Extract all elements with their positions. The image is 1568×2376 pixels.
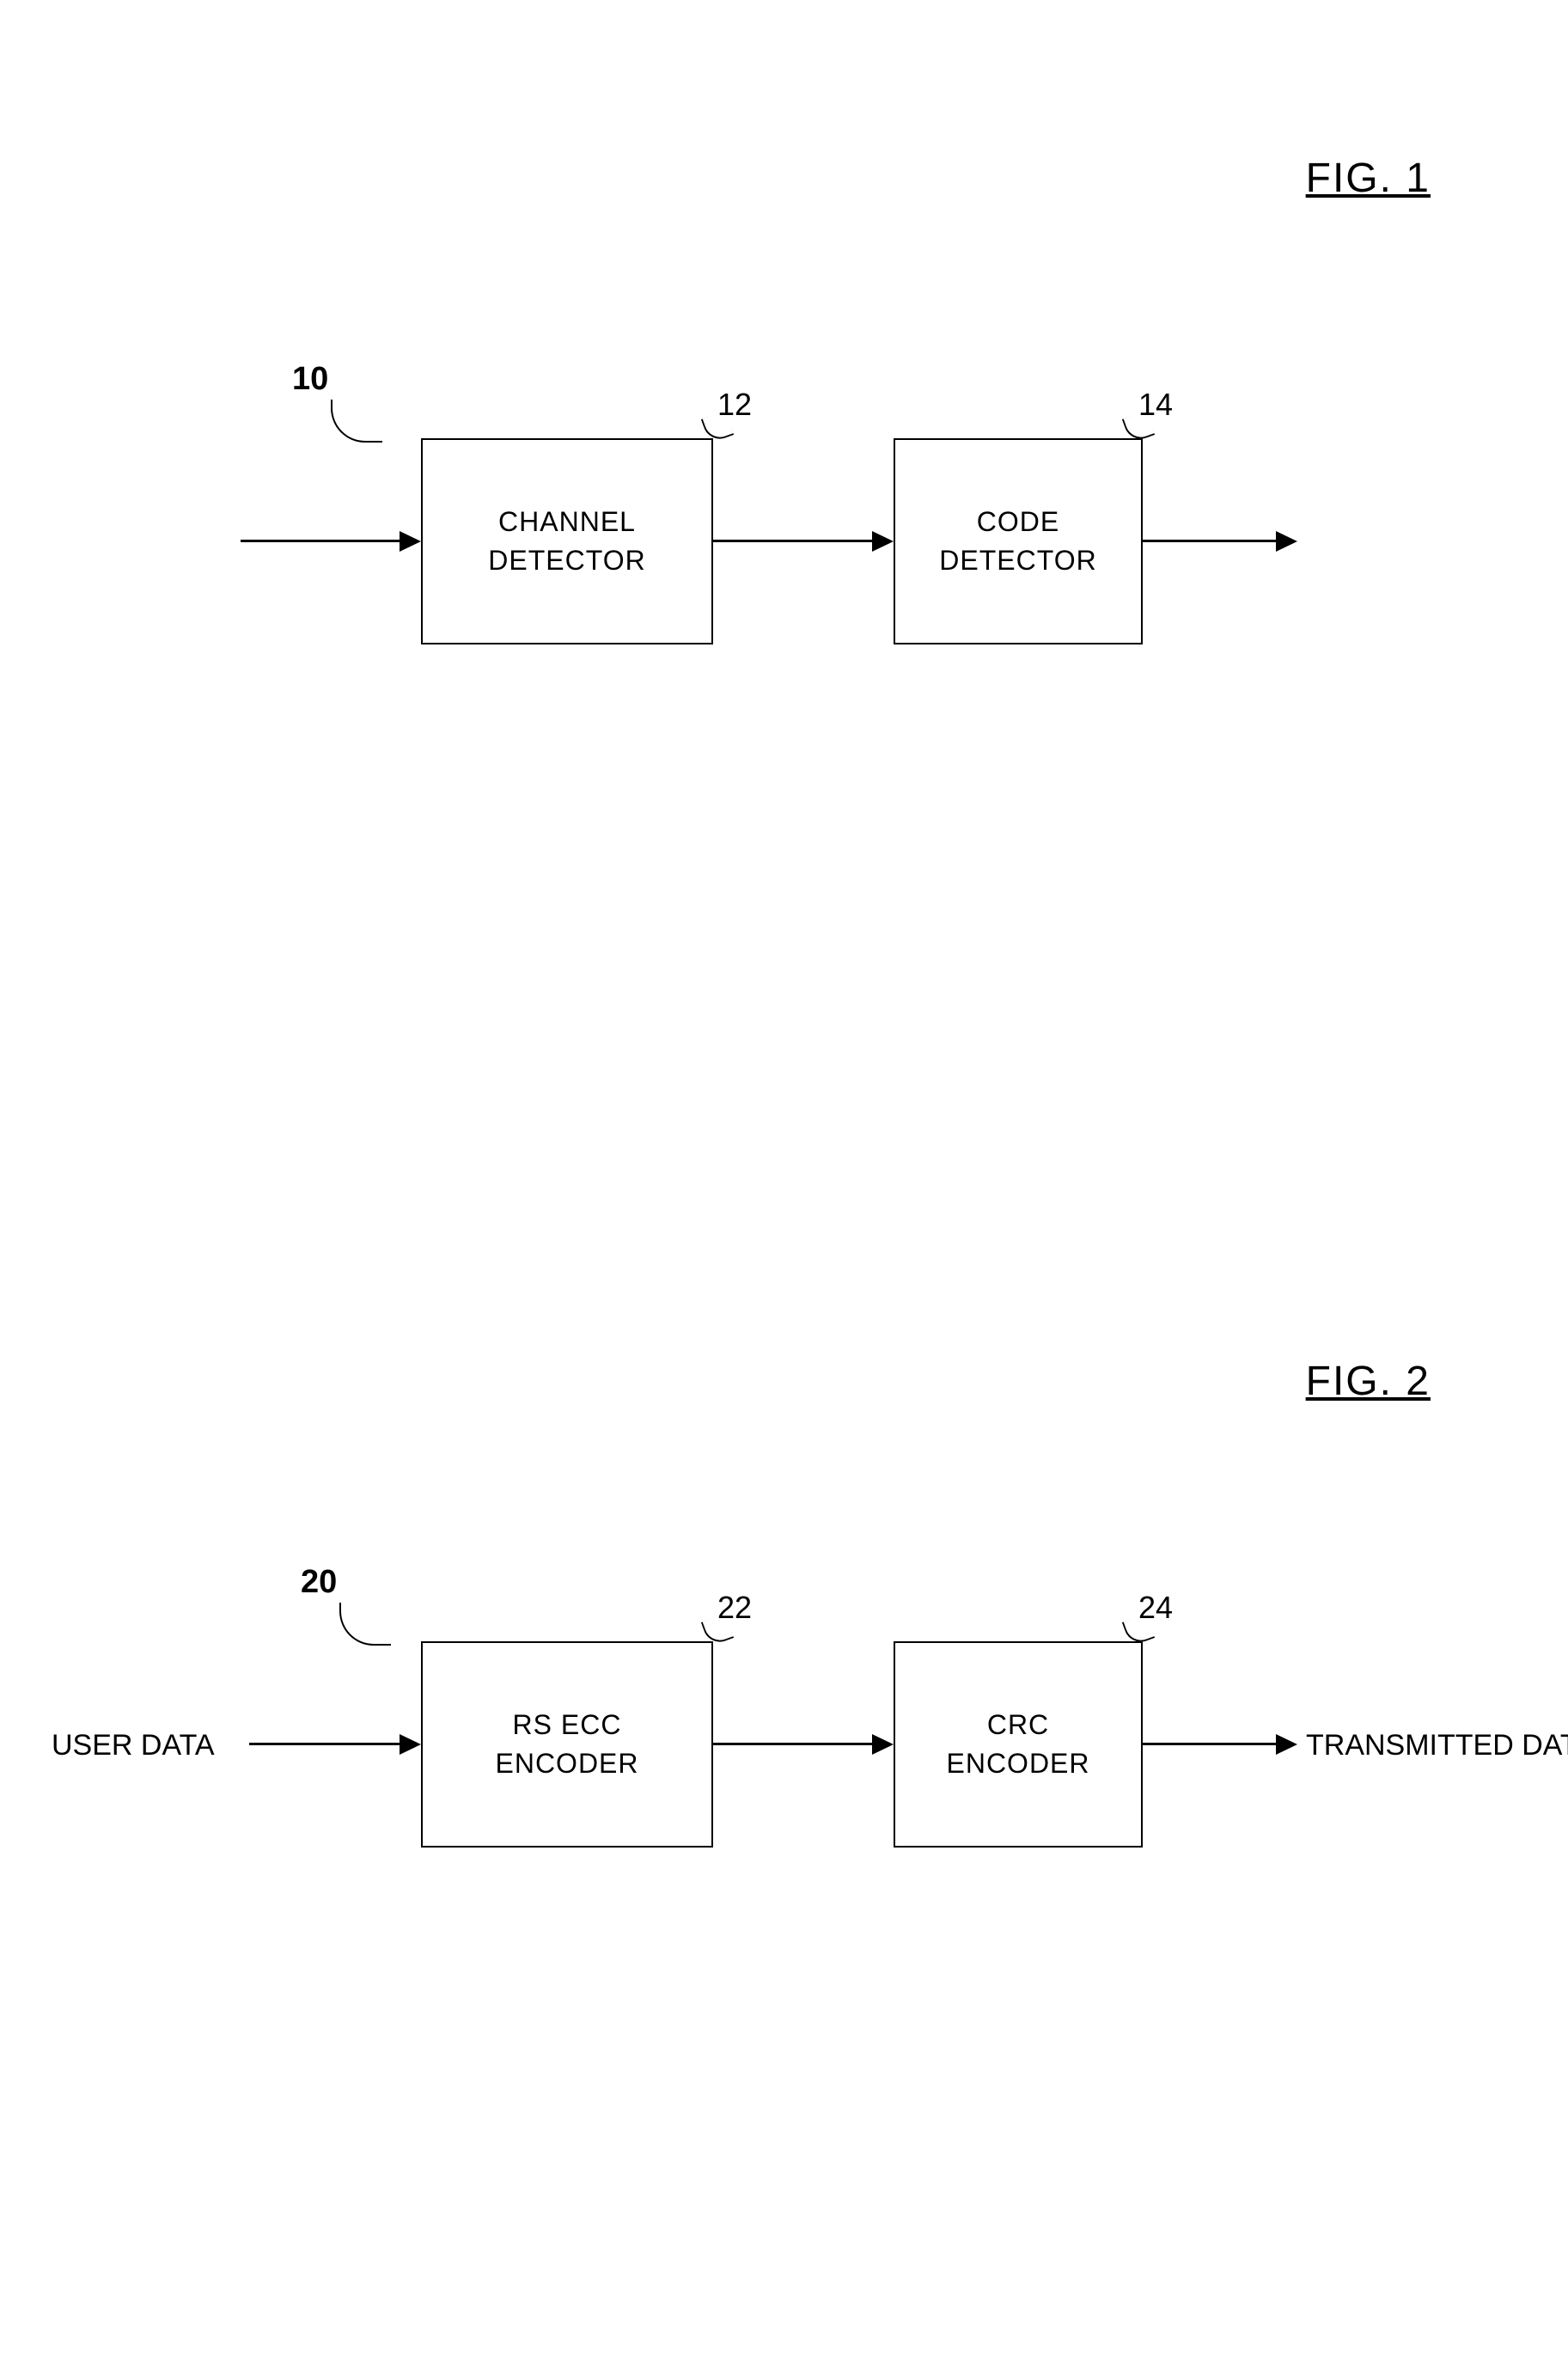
fig2-arrow-out-line	[1143, 1743, 1280, 1745]
fig1-arrow-mid-line	[713, 540, 876, 542]
fig1-arrow-out-head	[1276, 531, 1297, 552]
crc-encoder-text: CRC ENCODER	[946, 1706, 1089, 1783]
fig2-ref-curve	[339, 1603, 391, 1646]
fig1-arrow-mid-head	[872, 531, 894, 552]
code-detector-block: CODE DETECTOR	[894, 438, 1143, 644]
fig2-ref-main: 20	[301, 1564, 337, 1601]
transmitted-data-label: TRANSMITTED DATA	[1306, 1729, 1568, 1762]
fig1-arrow-out-line	[1143, 540, 1280, 542]
user-data-label: USER DATA	[52, 1729, 215, 1762]
fig1-arrow-in-line	[241, 540, 404, 542]
rs-ecc-encoder-block: RS ECC ENCODER	[421, 1641, 713, 1848]
rs-ecc-encoder-text: RS ECC ENCODER	[495, 1706, 638, 1783]
channel-detector-text: CHANNEL DETECTOR	[488, 503, 645, 580]
fig2-arrow-mid-head	[872, 1734, 894, 1755]
code-detector-text: CODE DETECTOR	[939, 503, 1096, 580]
fig1-ref-curve	[331, 400, 382, 443]
fig1-label: FIG. 1	[1306, 155, 1431, 202]
fig2-arrow-in-line	[249, 1743, 404, 1745]
fig2-arrow-mid-line	[713, 1743, 876, 1745]
fig2-arrow-out-head	[1276, 1734, 1297, 1755]
fig1-ref-main: 10	[292, 361, 328, 398]
fig2-label: FIG. 2	[1306, 1358, 1431, 1405]
fig2-arrow-in-head	[400, 1734, 421, 1755]
crc-encoder-block: CRC ENCODER	[894, 1641, 1143, 1848]
fig1-arrow-in-head	[400, 531, 421, 552]
channel-detector-block: CHANNEL DETECTOR	[421, 438, 713, 644]
